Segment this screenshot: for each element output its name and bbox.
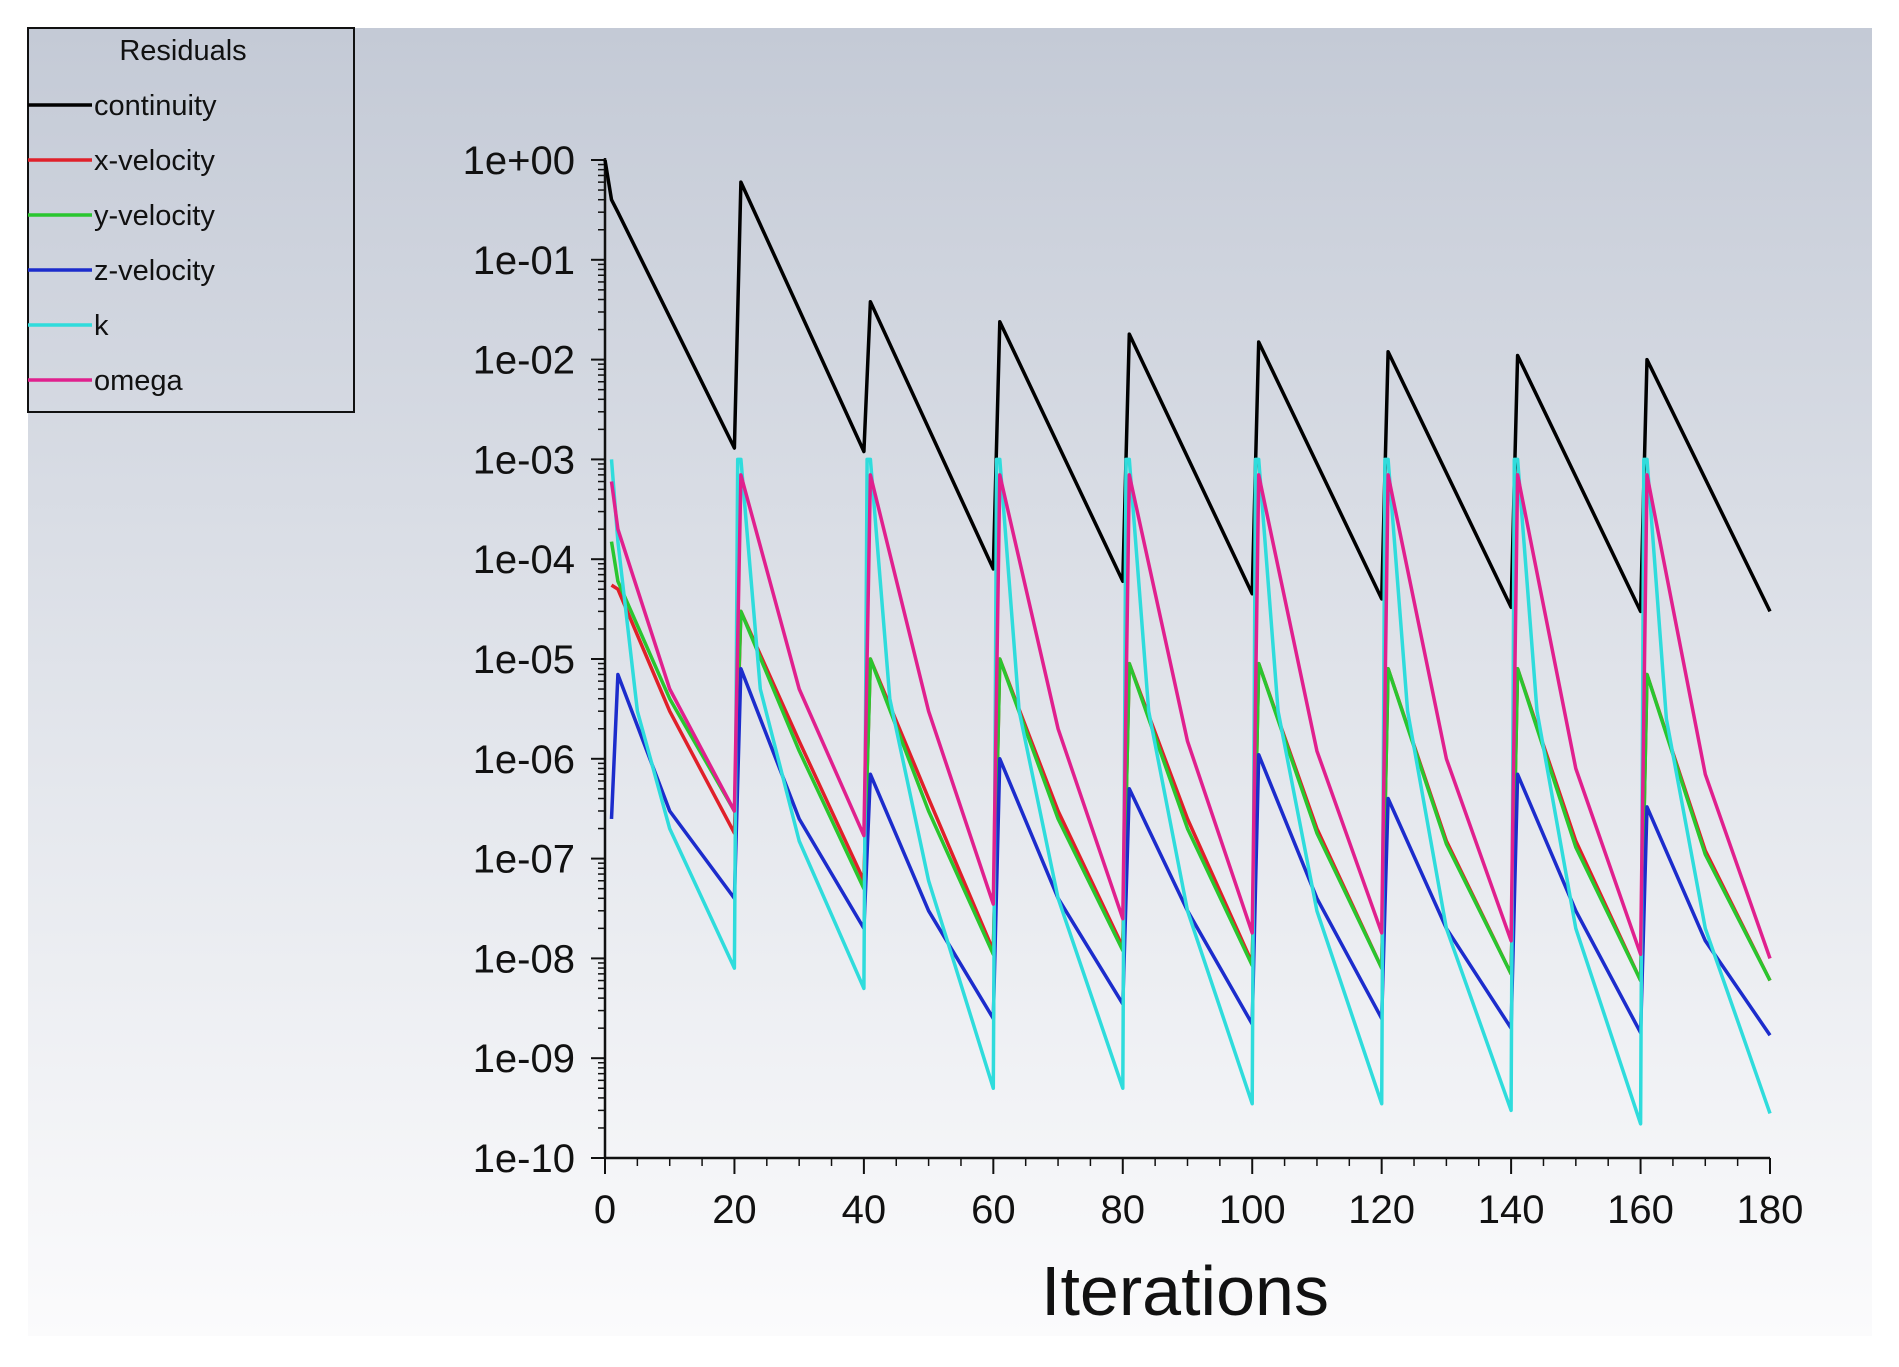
legend-label-y-velocity: y-velocity [94, 200, 215, 232]
axes: 1e+00 1e-01 1e-02 1e-03 1e-04 1e-05 1e-06 1e-07… [463, 139, 1804, 1232]
y-tick-label: 1e-09 [473, 1037, 575, 1081]
x-tick-label: 120 [1348, 1188, 1415, 1232]
legend-label-k: k [94, 310, 109, 342]
legend-box [27, 27, 355, 413]
x-tick-label: 80 [1101, 1188, 1146, 1232]
x-tick-label: 140 [1478, 1188, 1545, 1232]
x-tick-label: 20 [712, 1188, 757, 1232]
y-tick-label: 1e-04 [473, 538, 575, 582]
y-tick-label: 1e+00 [463, 139, 575, 183]
legend-label-z-velocity: z-velocity [94, 255, 215, 287]
y-tick-label: 1e-05 [473, 638, 575, 682]
y-tick-label: 1e-01 [473, 239, 575, 283]
x-tick-label: 60 [971, 1188, 1016, 1232]
series-line-omega [609, 473, 1772, 959]
y-tick-label: 1e-08 [473, 937, 575, 981]
y-tick-label: 1e-02 [473, 339, 575, 383]
plot-background [28, 28, 1872, 1336]
x-tick-label: 100 [1219, 1188, 1286, 1232]
y-tick-label: 1e-10 [473, 1137, 575, 1181]
series-line-k [609, 457, 1772, 1126]
y-tick-label: 1e-06 [473, 738, 575, 782]
legend-label-x-velocity: x-velocity [94, 145, 215, 177]
legend: Residuals continuity x-velocity y-velocity… [27, 27, 355, 413]
x-tick-label: 180 [1737, 1188, 1804, 1232]
legend-items: continuity x-velocity y-velocity z-velocity… [28, 90, 217, 397]
legend-title: Residuals [119, 35, 246, 67]
y-tick-label: 1e-07 [473, 838, 575, 882]
y-tick-label: 1e-03 [473, 438, 575, 482]
x-axis-label: Iterations [1041, 1252, 1329, 1330]
x-tick-label: 0 [594, 1188, 616, 1232]
legend-label-omega: omega [94, 365, 184, 397]
x-tick-label: 40 [842, 1188, 887, 1232]
series-line-z-velocity [609, 666, 1772, 1037]
legend-label-continuity: continuity [94, 90, 217, 122]
x-tick-label: 160 [1607, 1188, 1674, 1232]
series-layer [603, 159, 1772, 1126]
